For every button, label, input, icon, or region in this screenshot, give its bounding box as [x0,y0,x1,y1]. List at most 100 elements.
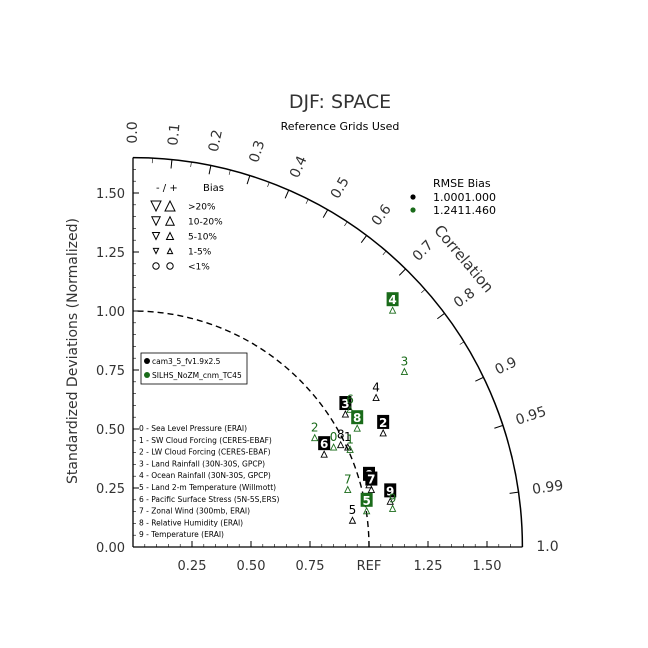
bias-legend-label: 10-20% [188,218,223,228]
up-triangle-icon [166,247,174,255]
correlation-tick-label: 0.2 [206,128,226,153]
point-label-box [377,414,390,429]
correlation-tick-label: 0.95 [514,404,549,429]
legends-group: - / + Bias >20% 10-20% 5-10% 1-5% <1% RMSE Bias… [139,177,496,539]
chart-subtitle: Reference Grids Used [281,120,400,133]
point-label-box [339,396,352,411]
correlation-tick-label: 0.4 [287,154,311,181]
rmse-legend-header: RMSE Bias [433,177,491,190]
variable-list-item: 5 - Land 2-m Temperature (Willmott) [139,483,276,492]
y-tick-label: 1.00 [96,305,125,320]
series-marker-icon [144,372,150,378]
bias-marker [353,424,361,432]
correlation-axis-label: Correlation [430,221,497,296]
chart-title: DJF: SPACE [289,91,391,113]
x-tick-label: 0.25 [178,559,207,574]
variable-list-item: 1 - SW Cloud Forcing (CERES-EBAF) [139,436,272,445]
correlation-minor-tick [401,268,406,273]
variable-list-item: 3 - Land Rainfall (30N-30S, GPCP) [139,459,265,468]
correlation-minor-tick [344,221,348,227]
correlation-tick [494,424,504,429]
bias-marker [310,433,319,442]
point-label: 9 [389,491,397,505]
outer-arc [132,156,524,548]
bias-marker [320,450,328,458]
bias-legend-label: <1% [188,263,210,273]
point-label: 5 [349,503,357,517]
circle-icon [152,262,160,270]
point-label: 1 [346,432,354,446]
correlation-minor-tick [190,161,192,167]
bias-marker [348,516,357,524]
correlation-minor-tick [440,313,445,317]
correlation-tick-label: 0.3 [246,139,268,165]
bias-marker [379,428,387,437]
marks-group: 01234567890123456789 [310,292,409,524]
y-tick-label: 0.25 [96,482,125,497]
bias-marker [346,405,354,413]
correlation-tick-label: 0.6 [369,202,395,229]
bias-marker [400,367,409,376]
y-tick-label: 0.75 [96,364,125,379]
correlation-minor-tick [171,159,173,165]
x-tick-label: 0.50 [237,559,266,574]
point-label: 2 [311,421,319,435]
variable-list-item: 7 - Zonal Wind (300mb, ERAI) [139,507,250,516]
series-legend-box [140,352,248,385]
correlation-minor-tick [478,376,484,380]
circle-icon [166,262,174,270]
bias-marker [372,393,380,401]
point-label: 4 [388,293,396,307]
correlation-minor-tick [228,169,231,175]
down-triangle-icon [151,232,161,241]
bias-legend-header: Bias [203,183,224,194]
point-label-box [386,292,399,307]
point-label: 0 [330,430,338,444]
variable-list-item: 6 - Pacific Surface Stress (5N-5S,ERS) [139,495,279,504]
variable-list-item: 9 - Temperature (ERAI) [139,530,224,539]
up-triangle-icon [164,199,176,212]
x-tick-label: 1.25 [414,559,443,574]
point-label-box [351,410,364,425]
correlation-minor-tick [421,289,426,293]
bias-marker [344,485,352,494]
point-label: 3 [401,355,409,369]
down-triangle-icon [150,200,162,213]
correlation-tick-label: 1.0 [536,539,558,555]
bias-marker [367,485,376,494]
point-label: 6 [320,437,328,451]
correlation-tick-label: 0.0 [125,121,141,143]
point-label-box [384,483,397,498]
bias-marker [362,506,371,515]
rmse-legend-value: 1.0001.000 [433,191,496,204]
bias-marker [388,504,397,512]
rmse-dot-icon [410,194,416,200]
correlation-tick-label: 0.5 [328,174,353,201]
bias-legend-sign-header: - / + [156,183,178,194]
point-label: 9 [386,484,394,498]
correlation-minor-tick [248,175,251,181]
rmse-legend-value: 1.2411.460 [433,204,496,217]
y-axis-label: Standardized Deviations (Normalized) [65,218,81,484]
up-triangle-icon [165,231,175,240]
series-legend-label: cam3_5_fv1.9x2.5 [152,357,221,366]
bias-marker [346,445,354,453]
rmse-dot-icon [410,207,416,213]
correlation-tick [509,491,519,494]
point-label-box [365,471,378,486]
bias-marker [341,410,350,418]
point-label: 6 [346,392,354,406]
bias-marker [386,497,394,505]
correlation-minor-tick [209,165,212,171]
x-tick-label: 0.75 [296,559,325,574]
bias-legend-label: >20% [188,203,216,213]
correlation-minor-tick [286,189,290,195]
point-label: 2 [379,416,387,430]
y-tick-label: 1.50 [96,187,125,202]
point-label: 8 [353,411,361,425]
bias-legend-label: 5-10% [188,233,217,243]
x-tick-label: REF [357,559,382,574]
variable-list-item: 2 - LW Cloud Forcing (CERES-EBAF) [139,448,271,457]
